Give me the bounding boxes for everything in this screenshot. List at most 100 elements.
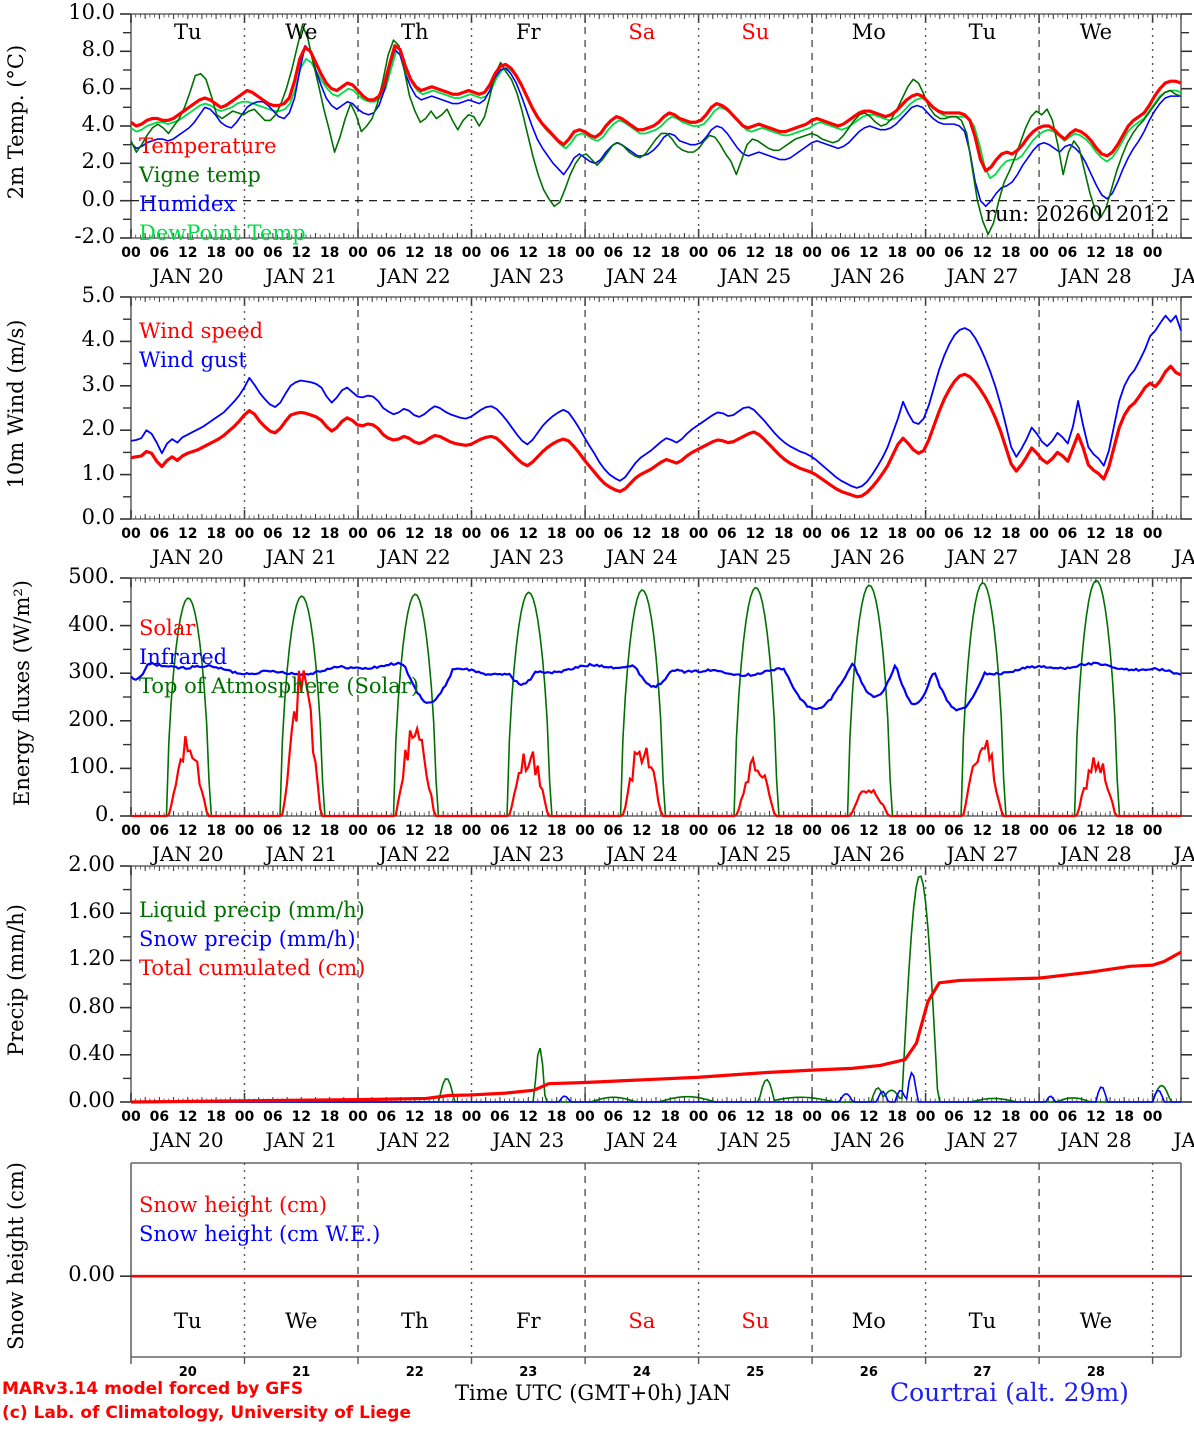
xtick-hour-temperature-2: 12	[178, 245, 198, 261]
xtick-hour-precip-29: 06	[944, 1109, 964, 1125]
xtick-hour-wind-29: 06	[944, 526, 964, 542]
ytick-precip-3: 1.20	[68, 946, 115, 971]
ytick-wind-5: 5.0	[81, 283, 115, 307]
xtick-day-precip-2: JAN 22	[378, 1128, 451, 1152]
series-vigne-temp	[130, 24, 1182, 236]
weekday-label-top-5: Su	[741, 20, 770, 44]
series-total-cumulated	[130, 950, 1182, 1104]
xtick-hour-precip-16: 00	[575, 1109, 595, 1125]
xtick-hour-temperature-35: 18	[1114, 245, 1134, 261]
xtick-day-temperature-5: JAN 25	[719, 264, 792, 288]
weekday-label-top-0: Tu	[173, 20, 202, 44]
xtick-day-wind-4: JAN 24	[605, 545, 678, 569]
xtick-hour-energy_fluxes-1: 06	[149, 823, 170, 839]
xtick-hour-wind-7: 18	[319, 526, 340, 542]
xtick-hour-wind-26: 12	[859, 526, 879, 542]
xtick-hour-precip-34: 12	[1086, 1109, 1106, 1125]
ylabel-energy_fluxes: Energy fluxes (W/m²)	[10, 580, 34, 806]
xtick-hour-precip-28: 00	[915, 1109, 936, 1125]
xtick-hour-energy_fluxes-10: 12	[405, 823, 425, 839]
weekday-label-bottom-1: We	[285, 1309, 318, 1333]
xtick-hour-temperature-26: 12	[859, 245, 879, 261]
xtick-hour-temperature-36: 00	[1142, 245, 1163, 261]
xtick-hour-wind-24: 00	[802, 526, 822, 542]
ytick-temperature-6: 10.0	[68, 0, 115, 24]
xtick-hour-energy_fluxes-15: 18	[546, 823, 567, 839]
xtick-hour-energy_fluxes-2: 12	[178, 823, 198, 839]
xtick-hour-wind-12: 00	[461, 526, 482, 542]
xtick-hour-precip-12: 00	[461, 1109, 482, 1125]
xtick-day-energy_fluxes-7: JAN 27	[946, 842, 1019, 866]
xtick-day-temperature-4: JAN 24	[605, 264, 678, 288]
xtick-hour-wind-11: 18	[433, 526, 453, 542]
xtick-hour-wind-0: 00	[121, 526, 141, 542]
day-number-5: 25	[746, 1365, 765, 1380]
xtick-hour-temperature-6: 12	[291, 245, 311, 261]
xtick-hour-wind-3: 18	[206, 526, 226, 542]
xtick-day-energy_fluxes-6: JAN 26	[832, 842, 905, 866]
xtick-hour-precip-11: 18	[433, 1109, 453, 1125]
ylabel-precip: Precip (mm/h)	[4, 904, 28, 1057]
xtick-hour-temperature-33: 06	[1057, 245, 1078, 261]
xtick-hour-energy_fluxes-3: 18	[206, 823, 226, 839]
xtick-hour-energy_fluxes-23: 18	[773, 823, 794, 839]
weekday-label-bottom-2: Th	[401, 1309, 429, 1333]
ytick-energy_fluxes-4: 400.	[68, 611, 115, 636]
xtick-hour-precip-17: 06	[603, 1109, 624, 1125]
xtick-hour-energy_fluxes-17: 06	[603, 823, 624, 839]
xtick-hour-wind-18: 12	[632, 526, 652, 542]
xtick-hour-energy_fluxes-14: 12	[518, 823, 539, 839]
weekday-label-bottom-5: Su	[741, 1309, 770, 1333]
weekday-label-top-4: Sa	[628, 20, 656, 44]
xtick-hour-temperature-34: 12	[1086, 245, 1106, 261]
xtick-hour-precip-1: 06	[149, 1109, 170, 1125]
xtick-hour-precip-22: 12	[745, 1109, 766, 1125]
xtick-hour-wind-16: 00	[575, 526, 595, 542]
xtick-hour-energy_fluxes-6: 12	[291, 823, 311, 839]
xtick-hour-precip-32: 00	[1029, 1109, 1049, 1125]
legend-temperature-0: Temperature	[139, 134, 277, 158]
xtick-hour-wind-2: 12	[178, 526, 198, 542]
xtick-hour-precip-7: 18	[319, 1109, 340, 1125]
series-solar	[131, 670, 1181, 818]
xtick-hour-temperature-4: 00	[234, 245, 255, 261]
ytick-temperature-0: -2.0	[74, 224, 116, 248]
xtick-hour-wind-25: 06	[830, 526, 851, 542]
series-temperature	[130, 44, 1182, 173]
xtick-hour-energy_fluxes-8: 00	[348, 823, 368, 839]
ytick-temperature-2: 2.0	[81, 149, 115, 174]
xtick-hour-precip-25: 06	[830, 1109, 851, 1125]
xtick-hour-energy_fluxes-36: 00	[1142, 823, 1163, 839]
xtick-hour-wind-19: 18	[660, 526, 680, 542]
xtick-hour-energy_fluxes-7: 18	[319, 823, 340, 839]
weekday-label-top-1: We	[285, 20, 318, 44]
xtick-day-temperature-2: JAN 22	[378, 264, 451, 288]
xtick-hour-energy_fluxes-24: 00	[802, 823, 822, 839]
legend-energy_fluxes-0: Solar	[139, 616, 196, 640]
weekday-label-bottom-0: Tu	[173, 1309, 202, 1333]
xtick-day-wind-0: JAN 20	[151, 545, 224, 569]
series-liquid-precip	[131, 875, 1181, 1103]
legend-precip-1: Snow precip (mm/h)	[139, 927, 356, 951]
xtick-day-energy_fluxes-8: JAN 28	[1059, 842, 1132, 866]
xtick-day-wind-9: JAN 29	[1173, 545, 1194, 569]
ytick-energy_fluxes-5: 500.	[68, 564, 115, 588]
xtick-hour-energy_fluxes-33: 06	[1057, 823, 1078, 839]
xtick-hour-wind-27: 18	[887, 526, 907, 542]
xtick-hour-precip-35: 18	[1114, 1109, 1134, 1125]
weekday-label-top-3: Fr	[515, 20, 541, 44]
xtick-day-wind-6: JAN 26	[832, 545, 905, 569]
weekday-label-top-2: Th	[401, 20, 429, 44]
xtick-hour-wind-4: 00	[234, 526, 255, 542]
xtick-hour-energy_fluxes-25: 06	[830, 823, 851, 839]
xtick-day-energy_fluxes-9: JAN 29	[1173, 842, 1194, 866]
xtick-hour-energy_fluxes-12: 00	[461, 823, 482, 839]
xtick-day-precip-3: JAN 23	[492, 1128, 565, 1152]
xtick-hour-temperature-1: 06	[149, 245, 170, 261]
xtick-hour-wind-14: 12	[518, 526, 539, 542]
